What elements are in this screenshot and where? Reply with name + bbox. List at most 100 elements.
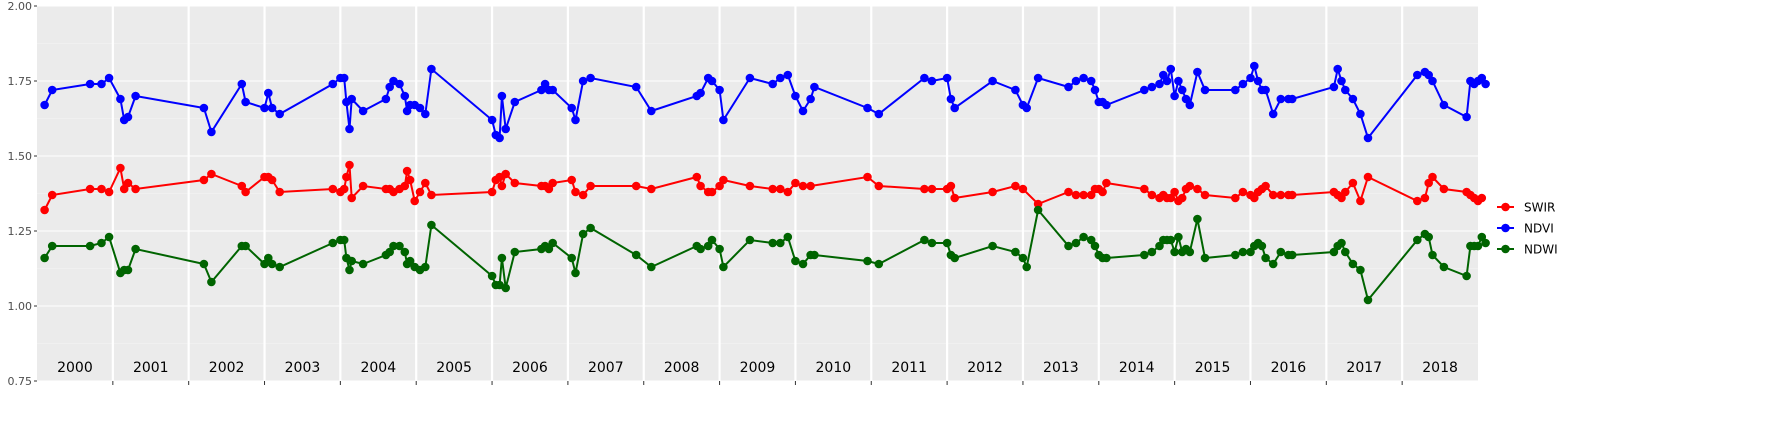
data-point (1257, 241, 1267, 251)
series-ndwi (40, 205, 1490, 305)
data-point (1147, 247, 1157, 257)
data-point (1102, 178, 1111, 188)
data-point (567, 103, 576, 113)
data-point (510, 178, 520, 188)
data-point (400, 91, 410, 101)
data-point (696, 88, 705, 98)
year-label: 2008 (664, 360, 700, 376)
y-tick-label: 1.50 (8, 150, 33, 163)
data-point (131, 91, 140, 101)
data-point (631, 82, 641, 92)
year-label: 2009 (740, 360, 776, 376)
data-point (1238, 247, 1248, 257)
data-point (1140, 85, 1149, 95)
data-point (791, 178, 800, 188)
data-point (942, 73, 952, 83)
data-point (1098, 187, 1107, 197)
data-point (1363, 133, 1373, 143)
data-point (395, 241, 404, 251)
series-ndvi (40, 61, 1490, 143)
data-point (207, 169, 216, 179)
data-point (571, 187, 580, 197)
data-point (1428, 250, 1437, 260)
data-point (776, 238, 785, 248)
data-point (647, 262, 656, 272)
data-point (275, 187, 285, 197)
year-label: 2004 (360, 360, 396, 376)
data-point (548, 85, 557, 95)
data-point (328, 79, 338, 89)
data-point (798, 181, 808, 191)
legend-label: SWIR (1524, 201, 1555, 215)
legend-item-swir: SWIR (1497, 201, 1555, 215)
data-point (863, 172, 872, 182)
data-point (1166, 64, 1176, 74)
data-point (1356, 265, 1365, 275)
data-point (1170, 247, 1179, 257)
data-point (863, 103, 872, 113)
year-label: 2016 (1271, 360, 1307, 376)
data-point (1428, 76, 1437, 86)
data-point (715, 85, 724, 95)
legend-item-ndwi: NDWI (1497, 243, 1558, 257)
data-point (501, 124, 511, 134)
data-point (1185, 181, 1195, 191)
data-point (1268, 190, 1278, 200)
data-point (1071, 238, 1081, 248)
data-point (510, 97, 520, 107)
data-point (1079, 190, 1088, 200)
data-point (1147, 190, 1157, 200)
data-point (421, 178, 430, 188)
data-point (631, 250, 641, 260)
data-point (1231, 250, 1240, 260)
data-point (1246, 73, 1255, 83)
year-label: 2006 (512, 360, 548, 376)
data-point (1253, 76, 1263, 86)
data-point (988, 241, 997, 251)
data-point (237, 79, 247, 89)
data-point (85, 184, 95, 194)
data-point (927, 184, 937, 194)
data-point (1424, 232, 1433, 242)
data-point (586, 73, 595, 83)
year-label: 2000 (57, 360, 93, 376)
data-point (116, 94, 125, 104)
data-point (950, 253, 959, 263)
data-point (1011, 85, 1020, 95)
data-point (241, 241, 250, 251)
data-point (874, 181, 884, 191)
data-point (696, 244, 705, 254)
data-point (347, 256, 357, 266)
data-point (402, 166, 412, 176)
data-point (264, 88, 273, 98)
data-point (267, 259, 277, 269)
year-label: 2007 (588, 360, 624, 376)
data-point (647, 106, 656, 116)
data-point (719, 115, 728, 125)
data-point (97, 238, 106, 248)
year-label: 2017 (1346, 360, 1382, 376)
year-label: 2002 (209, 360, 245, 376)
data-point (548, 238, 557, 248)
year-label: 2010 (816, 360, 852, 376)
data-point (745, 235, 755, 245)
data-point (776, 184, 785, 194)
data-point (1011, 181, 1020, 191)
data-point (1363, 295, 1373, 305)
data-point (199, 175, 209, 185)
data-point (1333, 64, 1342, 74)
data-point (1363, 172, 1373, 182)
data-point (715, 244, 724, 254)
data-point (874, 259, 884, 269)
data-point (1439, 184, 1449, 194)
data-point (47, 241, 57, 251)
y-axis: 0.75 1.00 1.25 1.50 1.75 2.00 (8, 0, 37, 388)
data-point (783, 70, 793, 80)
data-point (1064, 82, 1073, 92)
data-point (40, 205, 49, 215)
data-point (381, 94, 391, 104)
data-point (1348, 259, 1358, 269)
data-point (1413, 70, 1422, 80)
data-point (719, 262, 728, 272)
